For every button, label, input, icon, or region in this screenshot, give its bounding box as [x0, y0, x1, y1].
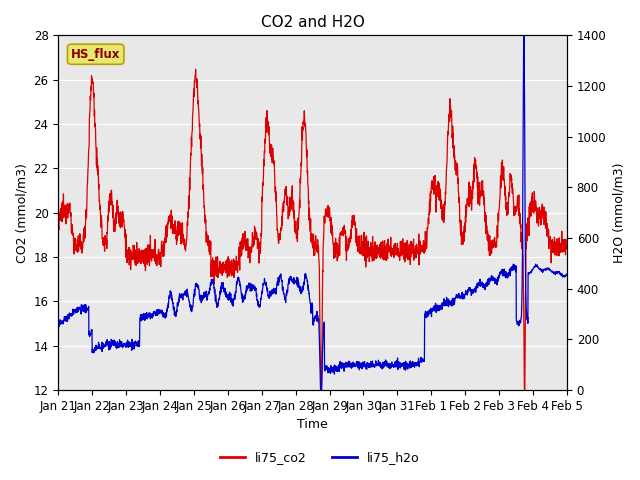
X-axis label: Time: Time	[297, 419, 328, 432]
Legend: li75_co2, li75_h2o: li75_co2, li75_h2o	[215, 446, 425, 469]
Y-axis label: H2O (mmol/m3): H2O (mmol/m3)	[612, 162, 625, 263]
Text: HS_flux: HS_flux	[71, 48, 120, 61]
Y-axis label: CO2 (mmol/m3): CO2 (mmol/m3)	[15, 163, 28, 263]
Title: CO2 and H2O: CO2 and H2O	[260, 15, 365, 30]
